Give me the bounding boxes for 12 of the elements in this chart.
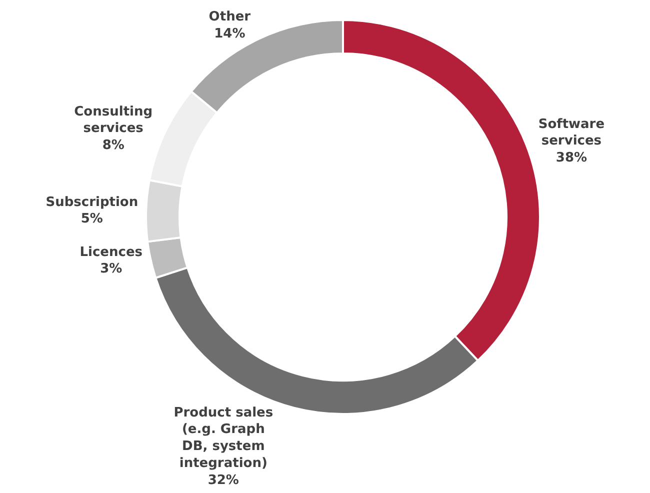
slice-label: Other bbox=[208, 10, 252, 25]
data-label: 8% bbox=[102, 138, 124, 154]
slice-label: Subscription bbox=[46, 194, 138, 210]
data-label: 3% bbox=[100, 262, 122, 277]
data-label: 5% bbox=[80, 212, 103, 227]
data-label: 38% bbox=[556, 150, 588, 166]
slice-label: Software services bbox=[538, 116, 605, 149]
slice-label: Product sales (e.g. Graph DB, system integration) bbox=[174, 405, 274, 471]
slice-label: Licences bbox=[80, 244, 143, 260]
slice-label: Consulting services bbox=[74, 104, 153, 136]
data-label: 32% bbox=[208, 472, 239, 488]
data-label: 14% bbox=[214, 26, 246, 42]
